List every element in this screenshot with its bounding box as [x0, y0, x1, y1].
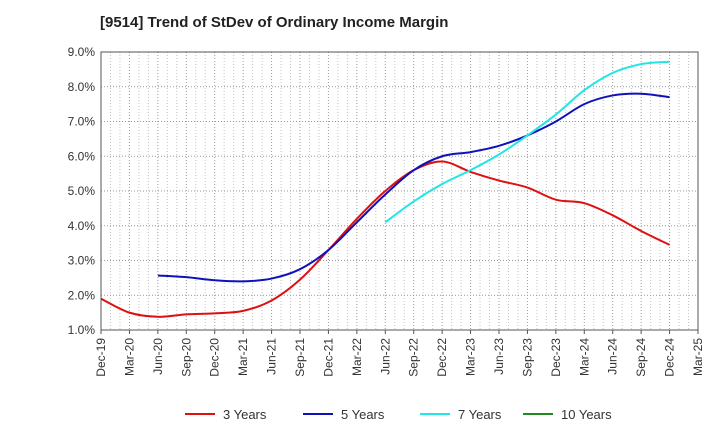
x-tick-label: Sep-21	[293, 338, 307, 377]
x-tick-label: Dec-22	[435, 338, 449, 377]
x-tick-label: Dec-20	[208, 338, 222, 377]
y-tick-label: 7.0%	[68, 115, 96, 129]
y-tick-label: 2.0%	[68, 288, 96, 302]
legend-label-3-years: 3 Years	[223, 407, 267, 422]
legend-label-10-years: 10 Years	[561, 407, 612, 422]
x-tick-label: Mar-23	[464, 338, 478, 376]
x-tick-label: Jun-21	[265, 338, 279, 375]
y-tick-label: 8.0%	[68, 80, 96, 94]
x-tick-label: Jun-22	[378, 338, 392, 375]
legend-label-7-years: 7 Years	[458, 407, 502, 422]
legend-label-5-years: 5 Years	[341, 407, 385, 422]
x-tick-label: Dec-21	[321, 338, 335, 377]
axis-layer: 1.0% 2.0% 3.0% 4.0% 5.0% 6.0% 7.0% 8.0% 9.0% Dec-…	[68, 45, 705, 377]
grid-layer	[101, 52, 698, 330]
x-tick-label: Sep-24	[634, 338, 648, 377]
y-tick-label: 6.0%	[68, 149, 96, 163]
x-tick-label: Dec-23	[549, 338, 563, 377]
series-line-7-years	[384, 60, 670, 224]
x-tick-label: Sep-20	[179, 338, 193, 377]
chart-title: [9514] Trend of StDev of Ordinary Income…	[100, 14, 449, 31]
x-tick-label: Sep-22	[407, 338, 421, 377]
x-tick-label: Dec-19	[94, 338, 108, 377]
series-line-5-years	[157, 92, 670, 283]
y-tick-label: 3.0%	[68, 254, 96, 268]
x-tick-label: Mar-20	[122, 338, 136, 376]
x-tick-label: Mar-21	[236, 338, 250, 376]
x-tick-label: Mar-24	[577, 338, 591, 376]
series-line-3-years	[100, 160, 671, 318]
x-tick-label: Sep-23	[520, 338, 534, 377]
plot-frame	[100, 51, 699, 331]
y-tick-label: 9.0%	[68, 45, 96, 59]
x-tick-label: Mar-22	[350, 338, 364, 376]
x-tick-label: Dec-24	[663, 338, 677, 377]
series-layer	[100, 60, 671, 318]
x-tick-label: Jun-20	[151, 338, 165, 375]
y-tick-label: 4.0%	[68, 219, 96, 233]
x-tick-label: Mar-25	[691, 338, 705, 376]
y-tick-label: 5.0%	[68, 184, 96, 198]
x-tick-label: Jun-24	[606, 338, 620, 375]
x-tick-label: Jun-23	[492, 338, 506, 375]
y-tick-label: 1.0%	[68, 323, 96, 337]
legend: 3 Years 5 Years 7 Years 10 Years	[185, 407, 612, 422]
